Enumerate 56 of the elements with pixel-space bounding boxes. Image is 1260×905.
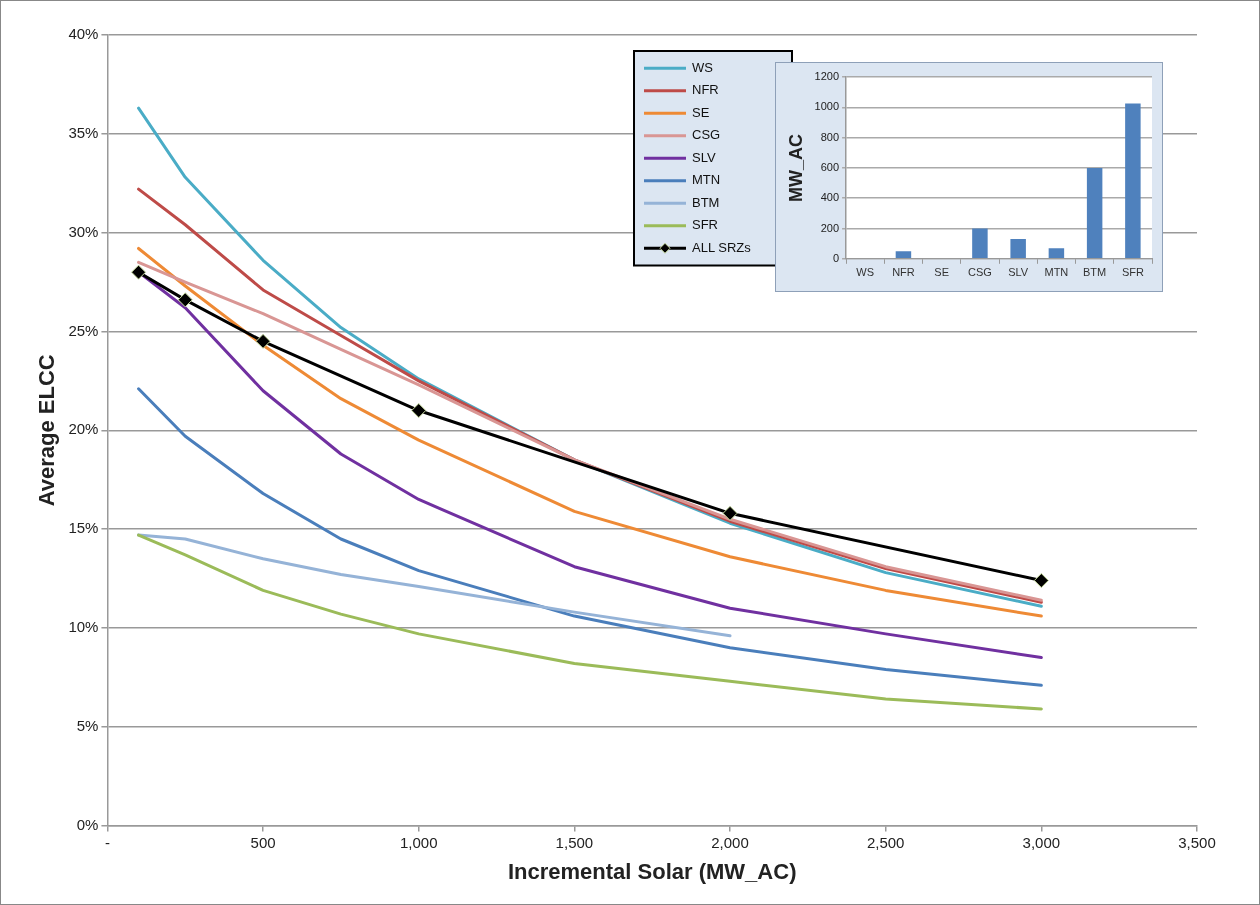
- point: [131, 264, 147, 280]
- bar: [895, 251, 912, 259]
- legend-label: BTM: [692, 194, 720, 210]
- y-tick-label: 25%: [68, 321, 99, 339]
- legend-label: SE: [692, 104, 710, 120]
- y-tick-label: 400: [820, 191, 840, 204]
- legend-label: WS: [692, 59, 714, 75]
- x-tick-label: 500: [250, 833, 276, 851]
- legend-label: SFR: [692, 217, 718, 233]
- x-tick-label: 1,500: [555, 833, 594, 851]
- y-axis-title: MW_AC: [785, 133, 806, 202]
- point: [722, 505, 738, 521]
- y-axis-title: Average ELCC: [34, 354, 60, 507]
- y-tick-label: 1200: [814, 70, 840, 83]
- bar: [972, 228, 988, 259]
- x-tick-label: SE: [934, 266, 950, 279]
- point: [255, 333, 271, 349]
- x-tick-label: SLV: [1008, 266, 1029, 279]
- x-tick-label: 3,500: [1178, 833, 1216, 851]
- y-tick-label: 800: [820, 130, 840, 143]
- x-tick-label: 2,500: [866, 833, 905, 851]
- legend-label: MTN: [692, 172, 721, 188]
- x-tick-label: CSG: [967, 266, 992, 279]
- y-tick-label: 5%: [76, 716, 99, 734]
- x-tick-label: 2,000: [711, 833, 749, 851]
- bar: [1125, 103, 1141, 259]
- bar: [1086, 167, 1103, 259]
- x-tick-label: SFR: [1121, 266, 1144, 279]
- point: [1033, 573, 1049, 589]
- y-tick-label: 35%: [68, 123, 99, 141]
- legend-label: NFR: [692, 82, 719, 98]
- x-tick-label: 1,000: [399, 833, 438, 851]
- y-tick-label: 15%: [68, 519, 99, 537]
- x-tick-label: NFR: [892, 266, 915, 279]
- y-tick-label: 0%: [76, 815, 99, 833]
- point: [177, 292, 193, 308]
- x-axis-title: Incremental Solar (MW_AC): [507, 858, 797, 884]
- y-tick-label: 0: [832, 251, 840, 264]
- y-tick-label: 1000: [814, 100, 840, 113]
- y-tick-label: 200: [820, 221, 840, 234]
- y-tick-label: 10%: [68, 618, 99, 636]
- y-tick-label: 40%: [68, 25, 99, 43]
- y-tick-label: 20%: [68, 420, 99, 438]
- x-tick-label: WS: [856, 266, 875, 279]
- y-tick-label: 600: [820, 160, 840, 173]
- point: [411, 403, 427, 419]
- legend-label: SLV: [692, 149, 716, 165]
- legend-label: ALL SRZs: [692, 239, 752, 255]
- x-tick-label: 3,000: [1022, 833, 1061, 851]
- x-tick-label: MTN: [1044, 266, 1069, 279]
- bar: [1048, 248, 1065, 259]
- x-tick-label: -: [104, 833, 110, 851]
- bar: [1010, 239, 1026, 259]
- legend-label: CSG: [692, 127, 721, 143]
- x-tick-label: BTM: [1083, 266, 1107, 279]
- y-tick-label: 30%: [68, 222, 99, 240]
